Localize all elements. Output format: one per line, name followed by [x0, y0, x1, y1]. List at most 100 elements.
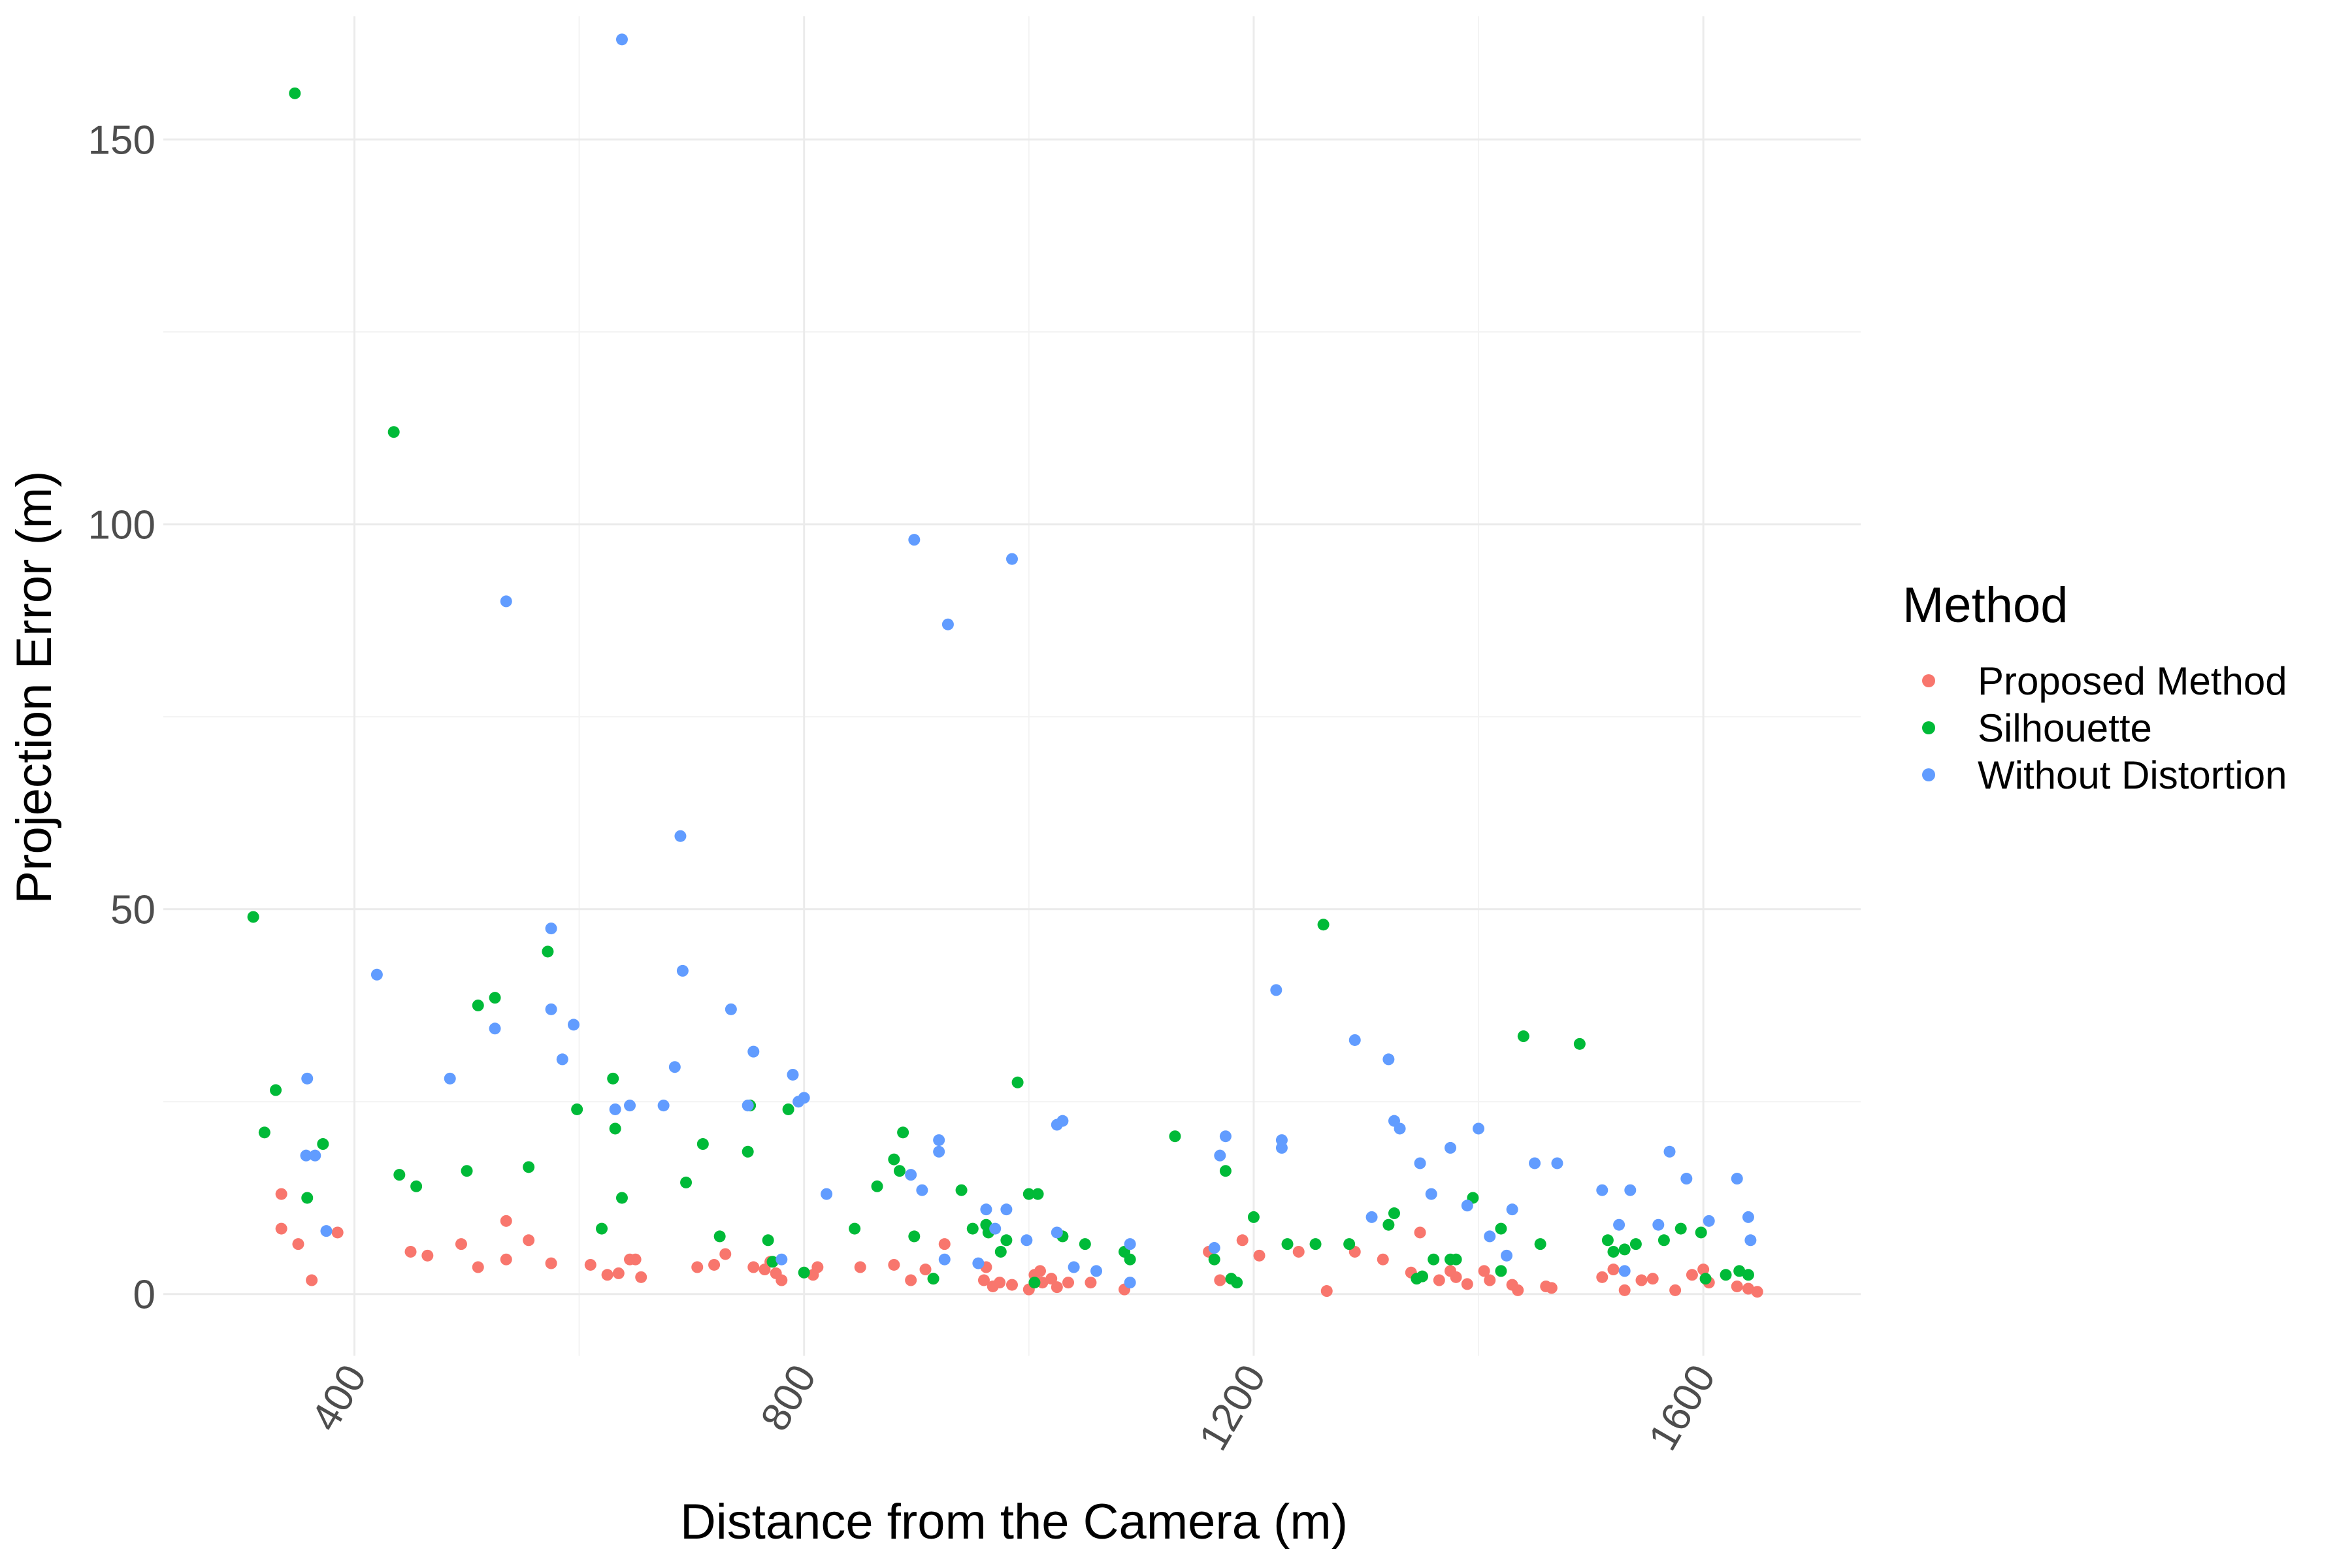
data-point	[1056, 1115, 1069, 1127]
data-point	[980, 1203, 992, 1216]
data-point	[798, 1092, 810, 1104]
data-point	[1703, 1215, 1715, 1227]
data-point	[1618, 1265, 1631, 1277]
data-point	[609, 1103, 621, 1115]
data-point	[680, 1176, 693, 1188]
data-point	[1388, 1207, 1400, 1220]
data-point	[1281, 1238, 1294, 1250]
data-point	[798, 1266, 810, 1279]
data-point	[301, 1192, 314, 1204]
data-point	[1742, 1282, 1754, 1295]
data-point	[933, 1145, 945, 1158]
data-point	[556, 1053, 568, 1066]
data-point	[1028, 1277, 1041, 1289]
data-point	[612, 1267, 625, 1279]
data-point	[849, 1222, 861, 1235]
data-point	[747, 1261, 760, 1273]
data-point	[1635, 1274, 1648, 1286]
data-point	[696, 1138, 709, 1151]
data-point	[941, 618, 954, 630]
data-point	[1512, 1284, 1524, 1296]
data-point	[387, 426, 400, 438]
data-point	[674, 830, 687, 842]
data-point	[1596, 1184, 1609, 1196]
data-point	[1169, 1130, 1181, 1143]
data-point	[1231, 1277, 1243, 1289]
data-point	[1208, 1242, 1220, 1254]
data-point	[1062, 1277, 1075, 1289]
data-point	[1124, 1253, 1136, 1266]
data-point	[1629, 1238, 1642, 1250]
data-point	[545, 1257, 557, 1269]
data-point	[1045, 1273, 1058, 1285]
data-point	[994, 1277, 1006, 1289]
data-point	[908, 534, 921, 546]
data-point	[275, 1222, 287, 1235]
data-point	[1433, 1274, 1445, 1286]
data-point	[905, 1274, 917, 1286]
data-point	[1275, 1141, 1288, 1154]
y-axis-ticks: 0 50 100 150	[88, 118, 155, 1318]
data-point	[1618, 1284, 1631, 1296]
legend-key	[1922, 674, 1935, 687]
data-point	[955, 1184, 968, 1196]
data-point	[676, 964, 689, 977]
data-point	[1529, 1157, 1541, 1169]
data-point	[725, 1003, 737, 1015]
data-point	[1697, 1264, 1710, 1276]
data-point	[742, 1145, 754, 1158]
data-point	[888, 1153, 900, 1166]
data-point	[523, 1161, 535, 1173]
data-point	[1646, 1273, 1659, 1285]
data-point	[1695, 1226, 1707, 1239]
data-point	[1317, 919, 1330, 931]
data-point	[629, 1253, 642, 1266]
data-point	[1450, 1253, 1462, 1266]
data-point	[1348, 1034, 1361, 1046]
data-point	[1686, 1269, 1698, 1281]
data-point	[972, 1257, 985, 1269]
data-point	[713, 1230, 726, 1243]
data-point	[1011, 1076, 1024, 1088]
data-point	[1534, 1238, 1546, 1250]
data-point	[668, 1061, 681, 1073]
data-point	[1000, 1203, 1013, 1216]
data-point	[1320, 1285, 1333, 1298]
data-point	[897, 1126, 909, 1139]
legend: Method Proposed MethodSilhouetteWithout …	[1903, 578, 2287, 797]
data-point	[301, 1072, 314, 1085]
data-point	[1068, 1261, 1080, 1273]
data-point	[821, 1188, 833, 1200]
data-point	[1663, 1145, 1676, 1158]
y-axis-title: Projection Error (m)	[7, 471, 62, 904]
data-point	[331, 1226, 344, 1239]
data-point	[1000, 1234, 1013, 1247]
data-point	[607, 1072, 619, 1085]
data-point	[938, 1238, 951, 1250]
data-point	[1495, 1265, 1507, 1277]
data-point	[1079, 1238, 1091, 1250]
data-point	[657, 1100, 670, 1112]
legend-title: Method	[1903, 578, 2068, 633]
data-point	[306, 1274, 318, 1286]
data-point	[1551, 1157, 1563, 1169]
data-point	[609, 1122, 621, 1135]
data-point	[624, 1100, 636, 1112]
data-point	[309, 1149, 321, 1162]
data-point	[410, 1180, 423, 1192]
data-point	[1382, 1053, 1395, 1066]
data-point	[1247, 1211, 1260, 1223]
data-point	[1292, 1245, 1305, 1258]
data-point	[1461, 1278, 1473, 1290]
data-point	[1731, 1173, 1743, 1185]
data-point	[1428, 1253, 1440, 1266]
x-axis-title: Distance from the Camera (m)	[680, 1494, 1348, 1550]
data-point	[404, 1245, 417, 1258]
data-point	[1517, 1030, 1529, 1043]
data-point	[1425, 1188, 1437, 1200]
data-point	[596, 1222, 608, 1235]
series-points	[275, 1188, 1763, 1298]
data-point	[370, 968, 383, 981]
